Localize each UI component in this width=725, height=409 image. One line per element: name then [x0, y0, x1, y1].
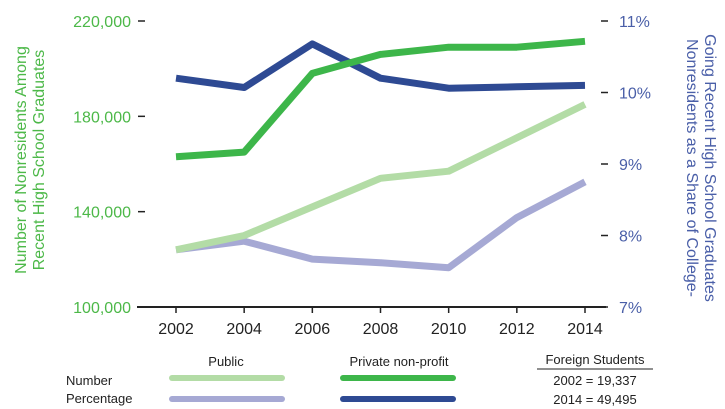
legend: Public Private non-profit Number Percent…: [66, 354, 456, 406]
series-layer: [175, 37, 587, 272]
x-tick-label: 2014: [567, 321, 603, 338]
right-axis-title-line-1: Nonresidents as a Share of College-: [683, 39, 700, 297]
foreign-students-title: Foreign Students: [545, 352, 645, 367]
left-tick-label: 220,000: [73, 14, 131, 31]
series-line-public-number: [175, 101, 587, 254]
right-axis: 7% 8% 9% 10% 11%: [601, 14, 651, 317]
legend-row-percentage: Percentage: [66, 391, 133, 406]
left-axis: 100,000 140,000 180,000 220,000: [73, 14, 145, 317]
x-axis: 2002 2004 2006 2008 2010 2012 2014: [137, 306, 606, 338]
legend-col-public: Public: [208, 354, 244, 369]
left-axis-title-line-2: Recent High School Graduates: [31, 50, 48, 271]
legend-col-private: Private non-profit: [350, 354, 449, 369]
right-axis-title: Nonresidents as a Share of College- Goin…: [683, 34, 718, 302]
left-axis-title-line-1: Number of Nonresidents Among: [13, 46, 30, 274]
left-tick-label: 180,000: [73, 109, 131, 126]
left-tick-label: 140,000: [73, 205, 131, 222]
x-tick-label: 2012: [499, 321, 535, 338]
right-tick-label: 11%: [619, 14, 650, 31]
series-line-private-number: [175, 37, 586, 161]
series-line-public-percentage: [175, 178, 587, 272]
x-tick-label: 2008: [363, 321, 399, 338]
legend-row-number: Number: [66, 373, 113, 388]
right-tick-label: 8%: [619, 229, 642, 246]
right-axis-title-line-2: Going Recent High School Graduates: [701, 34, 718, 302]
foreign-students-note: Foreign Students 2002 = 19,337 2014 = 49…: [537, 352, 653, 407]
left-axis-title: Number of Nonresidents Among Recent High…: [13, 46, 48, 274]
right-tick-label: 7%: [619, 300, 642, 317]
x-tick-label: 2004: [226, 321, 262, 338]
series-line-private-percentage: [175, 40, 586, 92]
x-tick-label: 2010: [431, 321, 467, 338]
right-tick-label: 10%: [619, 86, 651, 103]
x-tick-label: 2002: [158, 321, 194, 338]
left-tick-label: 100,000: [73, 300, 131, 317]
foreign-students-2002: 2002 = 19,337: [553, 373, 637, 388]
x-tick-label: 2006: [295, 321, 331, 338]
foreign-students-2014: 2014 = 49,495: [553, 392, 637, 407]
right-tick-label: 9%: [619, 157, 642, 174]
